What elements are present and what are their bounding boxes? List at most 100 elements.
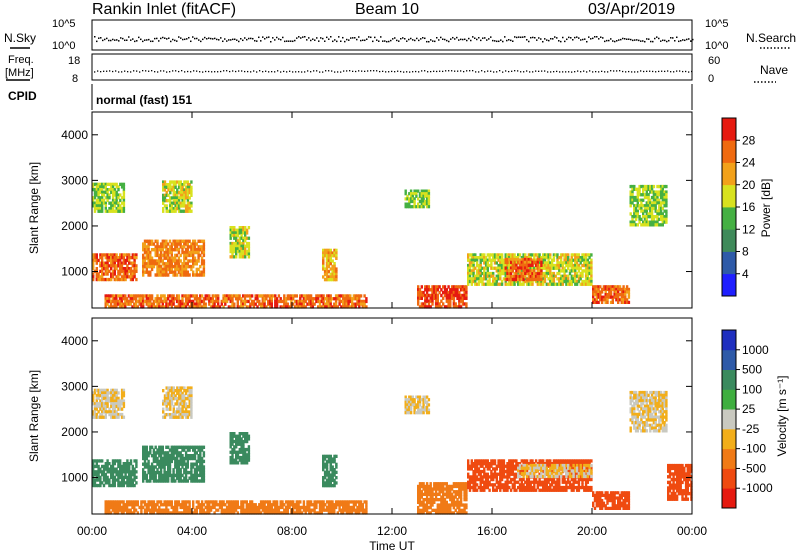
freq-point [304,71,305,72]
noise-point [306,39,308,41]
power-colorbar-label: Power [dB] [759,179,773,238]
noise-point [334,39,336,41]
noise-point [690,40,692,42]
noise-point [314,39,316,41]
colorbar-tick-label: 28 [742,133,756,147]
colorbar-swatch [722,140,736,163]
freq-point [211,71,212,72]
freq-point [373,70,374,71]
noise-point [138,37,140,39]
noise-point [410,38,412,40]
noise-point [644,41,646,43]
noise-point [112,39,114,41]
noise-point [260,40,262,42]
freq-point [277,70,278,71]
freq-point [340,71,341,72]
data-cell [248,459,250,462]
freq-point [259,70,260,71]
freq-point [133,70,134,71]
colorbar-tick-label: 4 [742,267,749,281]
noise-point [222,41,224,43]
freq-point [370,70,371,71]
freq-point [202,71,203,72]
data-cell [505,266,507,269]
noise-point [324,40,326,42]
noise-tick-bottom-left: 10^0 [52,40,76,52]
data-cell [455,302,457,305]
freq-point [658,71,659,72]
noise-point [544,38,546,40]
noise-point [152,41,154,43]
freq-point [292,71,293,72]
noise-point [248,38,250,40]
noise-point [338,36,340,38]
freq-point [583,70,584,71]
data-cell [465,498,467,501]
noise-point [618,39,620,41]
noise-point [572,39,574,41]
freq-point [523,71,524,72]
y-tick-label: 1000 [61,265,88,279]
noise-point [494,40,496,42]
data-cell [190,194,192,197]
data-cell [335,278,338,281]
noise-point [328,38,330,40]
freq-point [316,70,317,71]
noise-point [616,40,618,42]
freq-point [400,71,401,72]
freq-point [295,71,296,72]
data-cell [540,278,542,281]
noise-point [168,37,170,39]
freq-point [313,70,314,71]
noise-point [424,38,426,40]
noise-point [228,39,230,41]
noise-point [638,40,640,42]
noise-point [506,40,508,42]
freq-point [592,71,593,72]
noise-point [574,37,576,39]
colorbar-tick-label: 16 [742,200,756,214]
noise-point [490,36,492,38]
noise-point [380,36,382,38]
noise-point [250,38,252,40]
data-cell [194,457,196,460]
freq-point [553,71,554,72]
freq-point [343,70,344,71]
freq-point [97,70,98,71]
y-tick-label: 4000 [61,128,88,142]
noise-point [322,38,324,40]
noise-point [486,39,488,41]
data-cell [606,301,608,304]
y-tick-label: 2000 [61,219,88,233]
freq-point [676,70,677,71]
freq-point [229,71,230,72]
noise-point [194,38,196,40]
noise-point [508,39,510,41]
colorbar-swatch [722,163,736,186]
noise-point [418,40,420,42]
freq-point [124,71,125,72]
data-cell [162,389,164,392]
radar-title: Rankin Inlet (fitACF) [92,1,236,18]
noise-point [450,38,452,40]
noise-point [512,40,514,42]
noise-point [208,37,210,39]
freq-point [457,71,458,72]
noise-point [148,39,150,41]
noise-point [204,37,206,39]
noise-point [448,41,450,43]
noise-point [126,39,128,41]
freq-tick-bottom: 8 [72,73,78,85]
noise-point [562,37,564,39]
noise-point [394,37,396,39]
noise-point [358,36,360,38]
freq-point [421,70,422,71]
noise-point [540,38,542,40]
freq-point [142,70,143,71]
noise-tick-bottom-right: 10^0 [705,40,729,52]
freq-point [283,71,284,72]
beam-title: Beam 10 [355,1,419,18]
noise-point [256,40,258,42]
noise-point [274,39,276,41]
noise-point [666,41,668,43]
